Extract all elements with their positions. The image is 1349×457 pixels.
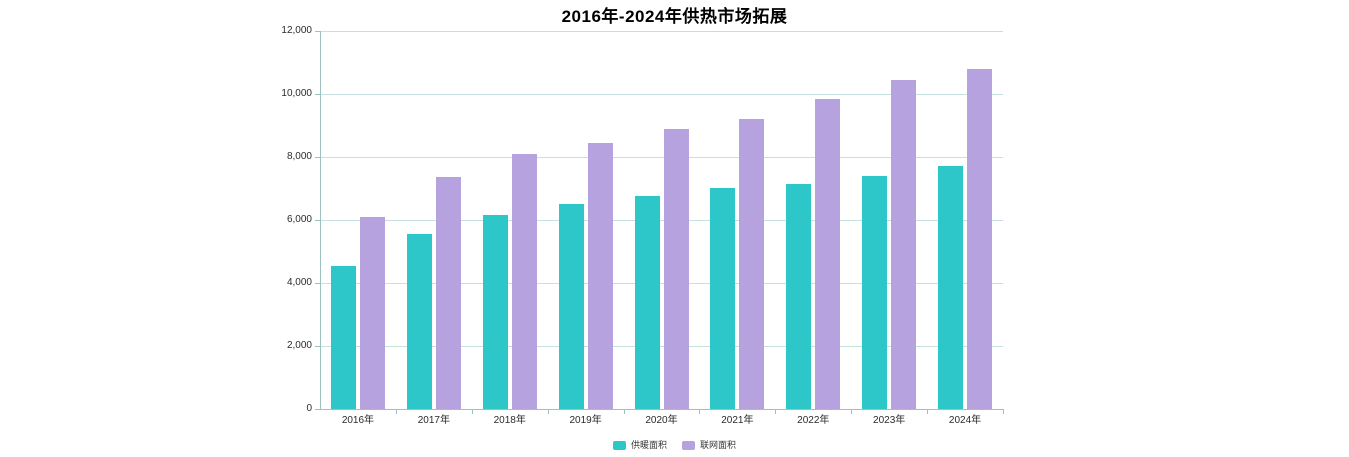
y-axis-label: 10,000 [281,88,312,99]
gridline [321,157,1003,158]
x-axis-tick [472,410,473,414]
plot-area [315,31,1004,414]
x-axis-label: 2018年 [493,415,526,426]
bar-供暖面积-2024年[interactable] [938,166,963,409]
bar-联网面积-2017年[interactable] [436,177,461,409]
x-axis-label: 2020年 [645,415,678,426]
bar-供暖面积-2019年[interactable] [559,204,584,409]
bar-联网面积-2022年[interactable] [815,99,840,409]
x-axis-tick [775,410,776,414]
x-axis-label: 2019年 [569,415,602,426]
chart-title: 2016年-2024年供热市场拓展 [561,7,788,26]
bar-供暖面积-2016年[interactable] [331,266,356,409]
legend-item-series-0[interactable]: 供暖面积 [612,440,667,451]
x-axis-label: 2021年 [721,415,754,426]
bar-联网面积-2021年[interactable] [739,119,764,409]
x-axis-tick [396,410,397,414]
y-axis-tick [315,346,320,347]
x-axis-label: 2024年 [948,415,982,426]
bar-联网面积-2016年[interactable] [360,217,385,409]
y-axis-label: 2,000 [286,340,312,351]
x-axis-tick [927,410,928,414]
legend-label: 联网面积 [700,440,737,450]
bar-联网面积-2020年[interactable] [664,129,689,409]
gridline [321,220,1003,221]
x-axis-tick [624,410,625,414]
bar-供暖面积-2020年[interactable] [635,196,660,409]
bar-联网面积-2019年[interactable] [588,143,613,409]
x-axis-tick [1003,410,1004,414]
x-axis-tick [548,410,549,414]
bar-供暖面积-2021年[interactable] [710,188,735,409]
gridline [321,283,1003,284]
y-axis-tick [315,409,320,410]
x-axis-label: 2023年 [873,415,906,426]
y-axis-tick [315,31,320,32]
y-axis-line [320,31,321,410]
y-axis-label: 0 [306,403,312,414]
legend-item-series-1[interactable]: 联网面积 [682,440,736,451]
y-axis-label: 12,000 [281,25,312,36]
x-axis-tick [699,410,700,414]
legend-swatch-icon [612,441,626,450]
x-axis-label: 2017年 [417,415,450,426]
y-axis-tick [315,94,320,95]
y-axis-tick [315,283,320,284]
y-axis-tick [315,157,320,158]
y-axis-tick [315,220,320,221]
y-axis-label: 6,000 [286,214,312,225]
x-axis-tick [851,410,852,414]
x-axis-label: 2022年 [797,415,830,426]
bar-联网面积-2024年[interactable] [967,69,992,409]
bar-供暖面积-2017年[interactable] [407,234,432,409]
gridline [321,31,1003,32]
legend-label: 供暖面积 [630,440,667,450]
bar-供暖面积-2018年[interactable] [483,215,508,409]
bar-联网面积-2018年[interactable] [512,154,537,409]
bar-供暖面积-2022年[interactable] [786,184,811,409]
legend: 供暖面积 联网面积 [0,440,1349,451]
bar-联网面积-2023年[interactable] [891,80,916,409]
gridline [321,94,1003,95]
x-axis-label: 2016年 [341,415,375,426]
bar-供暖面积-2023年[interactable] [862,176,887,409]
y-axis-label: 8,000 [286,151,312,162]
x-axis-line [320,409,1004,410]
gridline [321,346,1003,347]
y-axis-label: 4,000 [286,277,312,288]
legend-swatch-icon [682,441,695,450]
